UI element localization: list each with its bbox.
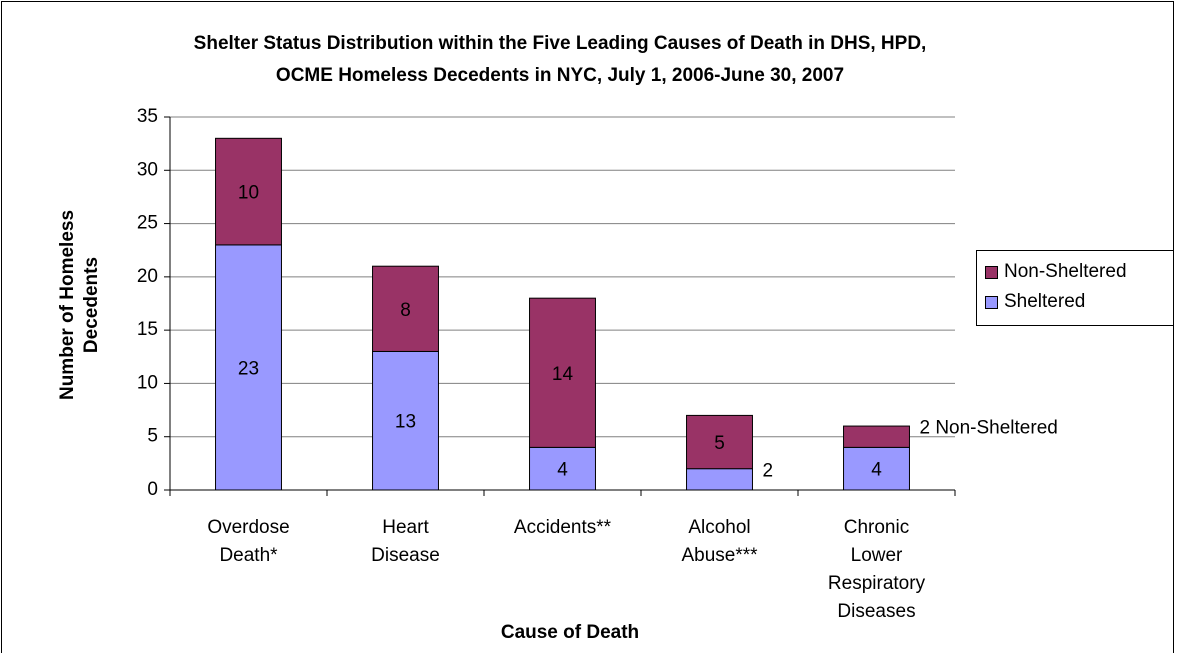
data-label: 4 [557, 460, 568, 481]
data-label: 10 [238, 183, 259, 204]
legend-label: Sheltered [1004, 291, 1086, 312]
legend-swatch [985, 265, 998, 279]
data-label: 14 [552, 364, 574, 385]
bar-segment [215, 137, 282, 246]
y-tick-label: 5 [147, 426, 158, 447]
data-label: 2 Non-Sheltered [919, 418, 1057, 439]
y-tick-label: 35 [137, 106, 158, 127]
bar-segment [686, 468, 753, 491]
chart-title: Shelter Status Distribution within the F… [193, 33, 927, 86]
bar-segment [686, 414, 753, 470]
x-tick-label: Alcohol Abuse*** [681, 517, 758, 566]
data-label: 4 [871, 460, 882, 481]
legend: Non-Sheltered Sheltered [976, 250, 1174, 326]
legend-item: Sheltered [985, 291, 1085, 313]
bar-segment [372, 350, 439, 491]
x-tick-label: Overdose Death* [207, 517, 290, 566]
legend-label: Non-Sheltered [1004, 261, 1127, 282]
x-tick-label: Accidents** [513, 517, 612, 538]
y-tick-label: 30 [137, 159, 158, 180]
y-tick-label: 20 [137, 266, 158, 287]
bar-segment [529, 297, 596, 448]
y-tick-label: 15 [137, 319, 158, 340]
data-label: 8 [400, 300, 411, 321]
y-tick-label: 25 [137, 213, 158, 234]
data-label: 5 [714, 433, 725, 454]
x-tick-label: Chronic Lower Respiratory Diseases [827, 517, 926, 622]
y-tick-label: 0 [147, 479, 158, 500]
y-tick-label: 10 [137, 372, 158, 393]
bar-segment [529, 446, 596, 491]
data-label: 23 [238, 358, 259, 379]
data-label: 13 [395, 412, 416, 433]
legend-swatch [985, 295, 998, 309]
bar-segment [215, 244, 282, 491]
legend-item: Non-Sheltered [985, 261, 1127, 283]
data-label: 2 [762, 460, 773, 481]
bar-segment [372, 265, 439, 352]
bar-segment [843, 425, 910, 448]
x-tick-label: Heart Disease [371, 517, 440, 566]
x-axis-label: Cause of Death [500, 622, 640, 643]
